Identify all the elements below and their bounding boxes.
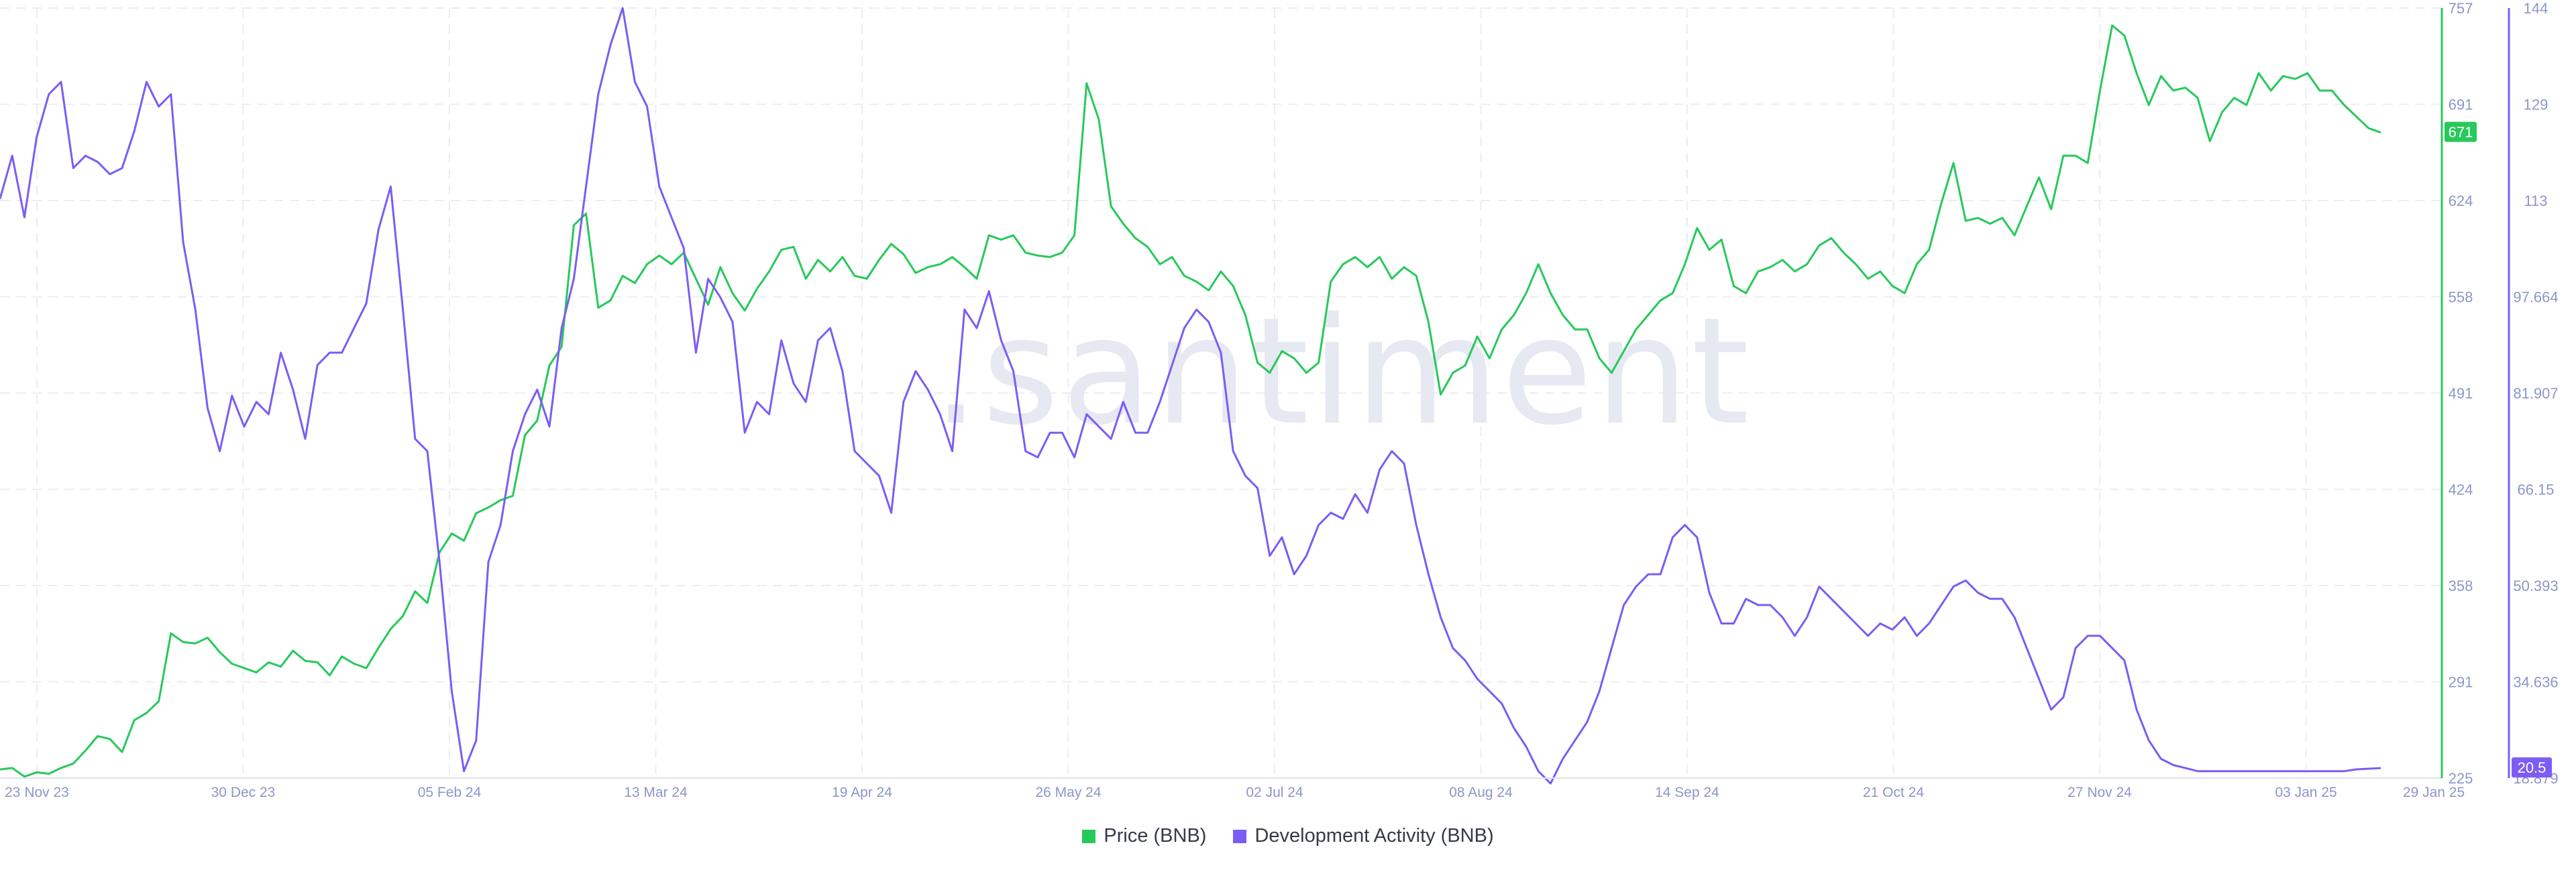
x-tick-label: 27 Nov 24 [2068, 785, 2132, 800]
price-tick-label: 225 [2449, 770, 2473, 787]
dev-tick-label: 113 [2524, 193, 2547, 209]
price-tick-label: 624 [2449, 193, 2473, 209]
x-tick-label: 13 Mar 24 [624, 785, 688, 800]
dev-tick-label: 144 [2524, 0, 2548, 17]
x-tick-label: 19 Apr 24 [832, 785, 892, 800]
price-tick-label: 757 [2449, 0, 2473, 17]
series-layer [0, 7, 2381, 785]
axis-layer: 23 Nov 23 30 Dec 23 05 Feb 24 13 Mar 24 19 A… [0, 0, 2559, 800]
x-tick-label: 03 Jan 25 [2275, 785, 2337, 800]
x-tick-label: 29 Jan 25 [2403, 785, 2465, 800]
price-tick-label: 358 [2449, 578, 2473, 594]
price-tick-label: 491 [2449, 385, 2473, 402]
x-tick-label: 14 Sep 24 [1655, 785, 1719, 800]
x-tick-label: 05 Feb 24 [418, 785, 482, 800]
price-tick-label: 291 [2449, 674, 2473, 691]
dev-tick-label: 50.393 [2513, 578, 2558, 594]
price-tick-label: 424 [2449, 482, 2473, 498]
x-tick-label: 26 May 24 [1035, 785, 1101, 800]
legend-label-price: Price (BNB) [1104, 825, 1207, 847]
dev-current-value: 20.5 [2518, 759, 2546, 776]
dev-tick-label: 34.636 [2513, 674, 2558, 691]
price-tick-label: 691 [2449, 97, 2473, 113]
x-tick-label: 08 Aug 24 [1449, 785, 1513, 800]
legend: Price (BNB) Development Activity (BNB) [0, 825, 2576, 847]
dev-tick-label: 129 [2524, 97, 2548, 113]
x-tick-label: 30 Dec 23 [211, 785, 276, 800]
x-tick-label: 02 Jul 24 [1246, 785, 1303, 800]
price-current-value: 671 [2449, 124, 2473, 141]
price-tick-label: 558 [2449, 289, 2473, 306]
x-tick-label: 23 Nov 23 [5, 785, 69, 800]
series-line-dev [0, 7, 2381, 785]
legend-swatch-dev [1233, 829, 1247, 843]
legend-label-dev: Development Activity (BNB) [1254, 825, 1494, 847]
series-line-price [0, 24, 2381, 778]
dev-current-badge [2512, 757, 2552, 778]
x-tick-label: 21 Oct 24 [1863, 785, 1924, 800]
dev-tick-label: 81.907 [2513, 385, 2558, 402]
dev-tick-label: 66.15 [2517, 482, 2554, 498]
legend-item-dev[interactable]: Development Activity (BNB) [1233, 825, 1494, 847]
legend-item-price[interactable]: Price (BNB) [1082, 825, 1206, 847]
legend-swatch-price [1082, 829, 1096, 843]
price-current-badge [2445, 121, 2477, 142]
dev-tick-label: 97.664 [2513, 289, 2558, 306]
